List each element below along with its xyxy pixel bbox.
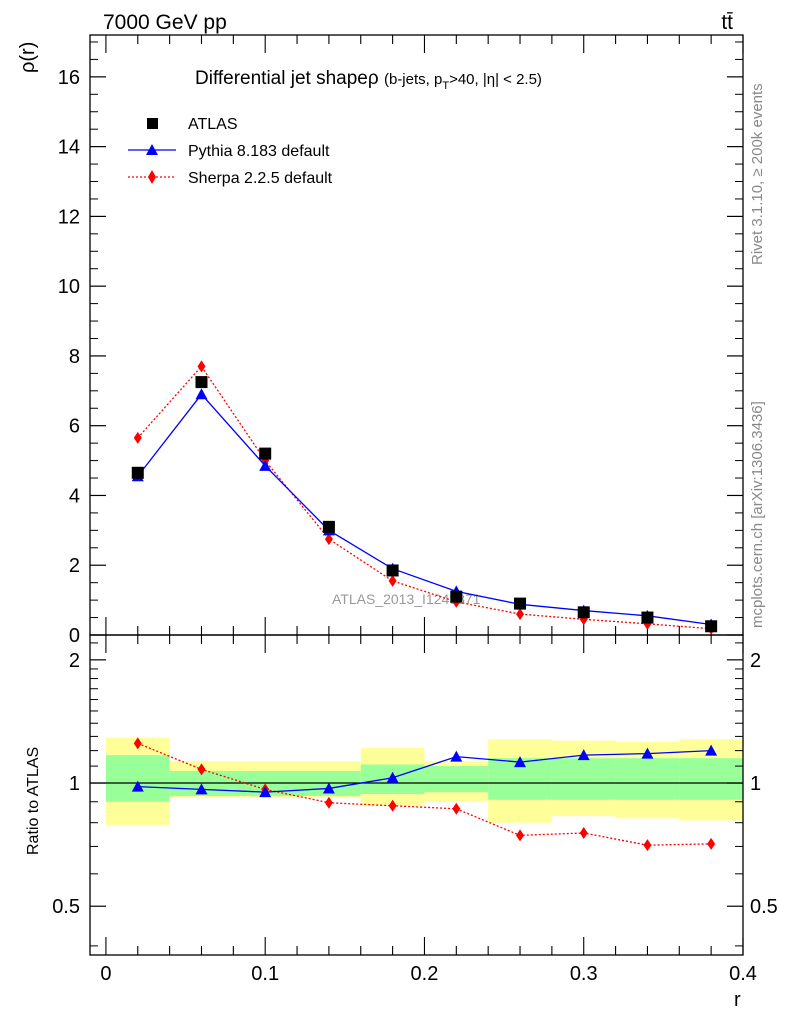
- inner-band: [424, 766, 489, 793]
- ratio-plot-ticks: [90, 635, 744, 955]
- triangle-point: [514, 756, 527, 768]
- diamond-point: [324, 796, 333, 809]
- legend-sherpa-label: Sherpa 2.2.5 default: [188, 170, 333, 187]
- diamond-point: [707, 837, 716, 850]
- watermark-label: ATLAS_2013_I1243871: [332, 591, 481, 607]
- main-plot-title: Differential jet shapeρ (b-jets, pT>40, …: [195, 68, 542, 92]
- square-point: [259, 447, 272, 460]
- inner-band: [551, 758, 616, 800]
- inner-band: [615, 758, 680, 800]
- diamond-point: [388, 574, 397, 587]
- main-plot-series: [131, 360, 718, 635]
- ratio-plot-series: [131, 737, 718, 852]
- x-axis-label: r: [734, 989, 741, 1011]
- mcplots-label: mcplots.cern.ch [arXiv:1306.3436]: [749, 401, 766, 628]
- square-point: [322, 520, 335, 533]
- diamond-point: [516, 829, 525, 842]
- triangle-point: [641, 747, 654, 759]
- process-label: tt̄: [721, 11, 733, 34]
- x-tick-label: 0: [100, 963, 111, 985]
- diamond-point: [516, 608, 525, 621]
- y-tick-label: 8: [69, 346, 80, 368]
- square-point: [641, 611, 654, 624]
- legend-pythia-marker: [146, 144, 158, 155]
- y-tick-label: 10: [58, 276, 80, 298]
- ratio-y-tick-label-right: 2: [750, 650, 761, 672]
- ratio-plot-y-tick-labels-right: 0.5 1 2: [750, 650, 778, 918]
- diamond-point: [452, 802, 461, 815]
- legend-sherpa-marker: [148, 170, 156, 184]
- ratio-y-axis-label: Ratio to ATLAS: [25, 747, 42, 855]
- square-point: [705, 620, 718, 633]
- x-tick-label: 0.1: [251, 963, 279, 985]
- triangle-point: [195, 783, 208, 795]
- x-tick-label: 0.4: [729, 963, 757, 985]
- triangle-point: [705, 744, 718, 756]
- ratio-plot-frame: [89, 634, 744, 956]
- square-point: [577, 606, 590, 619]
- triangle-point: [195, 388, 208, 400]
- x-tick-labels: 0 0.1 0.2 0.3 0.4: [100, 963, 757, 985]
- ratio-y-tick-label-right: 1: [750, 773, 761, 795]
- triangle-point: [577, 749, 590, 761]
- ratio-plot-panel: 0.5 1 2 0.5 1 2 0 0.1 0.2 0.3 0.4 Ratio to ATLAS…: [25, 634, 778, 1011]
- series-line: [137, 365, 712, 630]
- triangle-point: [259, 786, 272, 798]
- diamond-point: [324, 533, 333, 546]
- series-line: [137, 393, 712, 626]
- square-point: [450, 590, 463, 603]
- diamond-point: [133, 431, 142, 444]
- diamond-point: [133, 737, 142, 750]
- diamond-point: [579, 826, 588, 839]
- y-axis-label: ρ(r): [17, 42, 39, 73]
- ratio-plot-y-tick-labels: 0.5 1 2: [52, 650, 80, 918]
- x-tick-label: 0.3: [570, 963, 598, 985]
- ratio-y-tick-label: 1: [69, 773, 80, 795]
- legend-atlas-marker: [147, 118, 158, 129]
- y-tick-label: 14: [58, 137, 80, 159]
- square-point: [386, 564, 399, 577]
- rivet-label: Rivet 3.1.10, ≥ 200k events: [749, 83, 766, 265]
- triangle-point: [322, 782, 335, 794]
- ratio-y-tick-label: 0.5: [52, 896, 80, 918]
- legend: ATLAS Pythia 8.183 default Sherpa 2.2.5 …: [128, 116, 333, 187]
- series-line: [137, 742, 712, 846]
- y-tick-label: 2: [69, 555, 80, 577]
- y-tick-label: 0: [69, 625, 80, 647]
- x-tick-label: 0.2: [411, 963, 439, 985]
- triangle-point: [450, 750, 463, 762]
- y-tick-label: 6: [69, 416, 80, 438]
- series-line: [137, 749, 712, 793]
- ratio-y-tick-label-right: 0.5: [750, 896, 778, 918]
- energy-label: 7000 GeV pp: [103, 11, 227, 34]
- inner-band: [105, 755, 170, 802]
- diamond-point: [643, 839, 652, 852]
- main-plot-panel: 0 2 4 6 8 10 12 14 16 Differential jet shapeρ (b…: [17, 34, 744, 647]
- triangle-point: [259, 459, 272, 471]
- square-point: [514, 597, 527, 610]
- diamond-point: [197, 763, 206, 776]
- triangle-point: [386, 771, 399, 783]
- y-tick-label: 4: [69, 485, 80, 507]
- diamond-point: [197, 360, 206, 373]
- square-point: [195, 376, 208, 389]
- diamond-point: [388, 799, 397, 812]
- main-plot-ticks: [90, 35, 744, 636]
- square-point: [131, 466, 144, 479]
- ratio-y-tick-label: 2: [69, 650, 80, 672]
- triangle-point: [131, 780, 144, 792]
- main-plot-y-tick-labels: 0 2 4 6 8 10 12 14 16: [58, 67, 80, 647]
- y-tick-label: 16: [58, 67, 80, 89]
- legend-pythia-label: Pythia 8.183 default: [188, 143, 330, 160]
- inner-band: [679, 758, 743, 800]
- legend-atlas-label: ATLAS: [188, 116, 238, 133]
- y-tick-label: 12: [58, 206, 80, 228]
